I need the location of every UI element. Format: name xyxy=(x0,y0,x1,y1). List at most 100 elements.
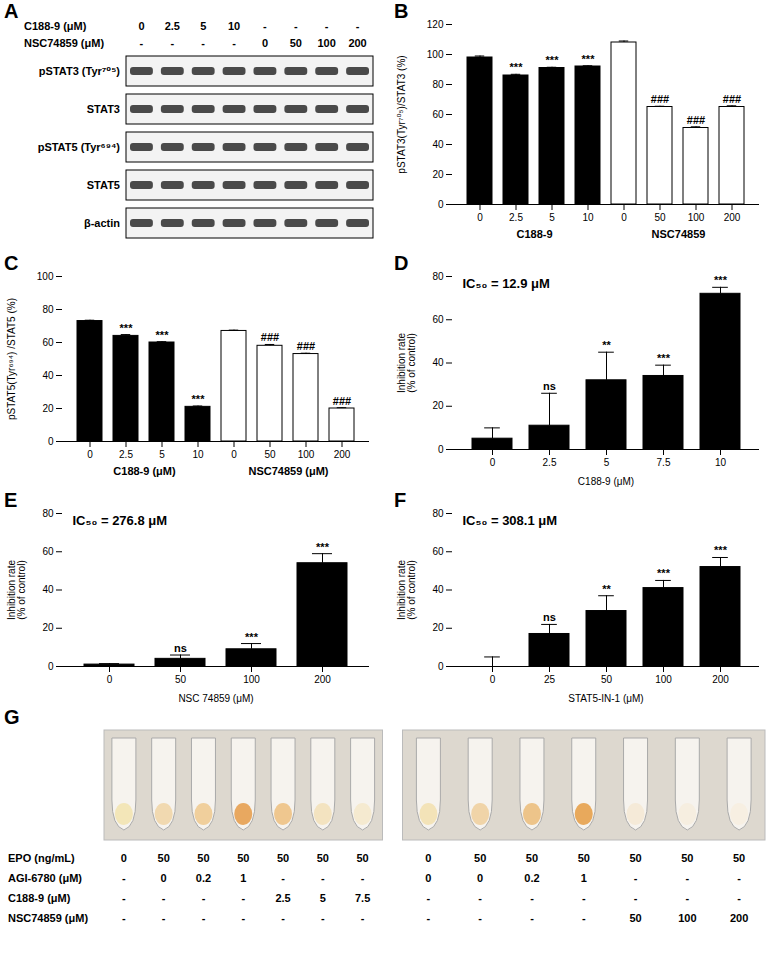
svg-text:0: 0 xyxy=(621,212,627,223)
svg-text:0.2: 0.2 xyxy=(196,872,211,884)
svg-text:0: 0 xyxy=(161,872,167,884)
svg-text:***: *** xyxy=(657,567,671,579)
svg-text:50: 50 xyxy=(237,852,249,864)
svg-text:NSC74859 (μM): NSC74859 (μM) xyxy=(24,37,104,49)
svg-text:0: 0 xyxy=(107,674,113,685)
svg-text:1: 1 xyxy=(240,872,246,884)
svg-text:***: *** xyxy=(120,322,134,334)
svg-text:50: 50 xyxy=(277,852,289,864)
svg-text:50: 50 xyxy=(290,37,302,49)
svg-text:5: 5 xyxy=(159,449,165,460)
svg-text:60: 60 xyxy=(432,546,444,557)
svg-text:5: 5 xyxy=(549,212,555,223)
svg-text:-: - xyxy=(737,892,741,904)
svg-text:80: 80 xyxy=(432,271,444,282)
svg-text:-: - xyxy=(325,20,329,32)
svg-text:STAT5: STAT5 xyxy=(87,179,120,191)
svg-text:10: 10 xyxy=(192,449,204,460)
svg-text:-: - xyxy=(122,872,126,884)
svg-text:50: 50 xyxy=(317,852,329,864)
svg-text:120: 120 xyxy=(427,19,444,30)
svg-text:20: 20 xyxy=(432,169,444,180)
svg-text:100: 100 xyxy=(318,37,336,49)
svg-text:80: 80 xyxy=(432,508,444,519)
svg-text:pSTAT3(Tyr⁷⁰⁵)/STAT3 (%): pSTAT3(Tyr⁷⁰⁵)/STAT3 (%) xyxy=(396,55,407,173)
svg-text:0: 0 xyxy=(262,37,268,49)
svg-text:**: ** xyxy=(602,339,611,351)
svg-text:80: 80 xyxy=(42,304,54,315)
svg-text:-: - xyxy=(162,912,166,924)
svg-text:20: 20 xyxy=(432,622,444,633)
svg-text:0: 0 xyxy=(490,457,496,468)
svg-text:###: ### xyxy=(651,93,669,105)
svg-text:200: 200 xyxy=(724,212,741,223)
svg-text:STAT5-IN-1 (μM): STAT5-IN-1 (μM) xyxy=(568,693,643,704)
svg-text:0: 0 xyxy=(231,449,237,460)
svg-text:0: 0 xyxy=(121,852,127,864)
svg-text:5: 5 xyxy=(604,457,610,468)
svg-text:100: 100 xyxy=(678,912,696,924)
svg-text:50: 50 xyxy=(197,852,209,864)
svg-text:40: 40 xyxy=(432,139,444,150)
svg-text:2.5: 2.5 xyxy=(165,20,180,32)
svg-text:-: - xyxy=(427,892,431,904)
svg-text:2.5: 2.5 xyxy=(275,892,290,904)
svg-text:20: 20 xyxy=(42,622,54,633)
svg-text:40: 40 xyxy=(432,357,444,368)
svg-text:-: - xyxy=(356,20,360,32)
svg-text:NSC74859 (μM): NSC74859 (μM) xyxy=(248,465,328,477)
svg-text:-: - xyxy=(685,892,689,904)
svg-text:-: - xyxy=(202,892,206,904)
svg-text:***: *** xyxy=(582,53,596,65)
svg-text:ns: ns xyxy=(543,611,556,623)
svg-text:Inhibition rate(% of control): Inhibition rate(% of control) xyxy=(396,333,417,393)
svg-text:50: 50 xyxy=(681,852,693,864)
svg-text:60: 60 xyxy=(42,337,54,348)
svg-text:200: 200 xyxy=(334,449,351,460)
svg-text:-: - xyxy=(321,872,325,884)
svg-text:-: - xyxy=(162,892,166,904)
svg-text:-: - xyxy=(140,37,144,49)
svg-text:50: 50 xyxy=(601,674,613,685)
svg-text:50: 50 xyxy=(158,852,170,864)
svg-text:7.5: 7.5 xyxy=(355,892,370,904)
svg-text:NSC74859 (μM): NSC74859 (μM) xyxy=(8,912,88,924)
svg-text:ns: ns xyxy=(174,642,187,654)
svg-text:-: - xyxy=(201,37,205,49)
svg-text:pSTAT5(Tyr⁶⁹⁴) /STAT5 (%): pSTAT5(Tyr⁶⁹⁴) /STAT5 (%) xyxy=(6,298,17,420)
svg-text:###: ### xyxy=(333,395,351,407)
svg-text:-: - xyxy=(263,20,267,32)
svg-text:Inhibition rate(% of control): Inhibition rate(% of control) xyxy=(6,560,27,620)
svg-text:***: *** xyxy=(316,541,330,553)
svg-text:5: 5 xyxy=(320,892,326,904)
svg-text:60: 60 xyxy=(432,314,444,325)
svg-text:C188-9: C188-9 xyxy=(516,228,552,240)
svg-text:-: - xyxy=(241,912,245,924)
svg-text:-: - xyxy=(530,892,534,904)
svg-text:80: 80 xyxy=(42,508,54,519)
svg-text:50: 50 xyxy=(629,912,641,924)
svg-text:-: - xyxy=(361,872,365,884)
svg-text:100: 100 xyxy=(37,271,54,282)
svg-text:100: 100 xyxy=(688,212,705,223)
svg-text:C188-9 (μM): C188-9 (μM) xyxy=(24,20,87,32)
svg-text:ns: ns xyxy=(543,380,556,392)
svg-text:60: 60 xyxy=(432,109,444,120)
svg-text:EPO (ng/mL): EPO (ng/mL) xyxy=(8,852,75,864)
svg-text:###: ### xyxy=(687,114,705,126)
svg-text:C188-9 (μM): C188-9 (μM) xyxy=(578,476,634,487)
svg-text:200: 200 xyxy=(314,674,331,685)
svg-text:50: 50 xyxy=(578,852,590,864)
svg-text:-: - xyxy=(281,912,285,924)
svg-text:50: 50 xyxy=(356,852,368,864)
svg-text:NSC 74859 (μM): NSC 74859 (μM) xyxy=(178,693,253,704)
svg-text:***: *** xyxy=(714,544,728,556)
svg-text:5: 5 xyxy=(200,20,206,32)
svg-text:-: - xyxy=(170,37,174,49)
svg-text:IC₅₀ = 308.1 μM: IC₅₀ = 308.1 μM xyxy=(463,513,558,528)
svg-text:***: *** xyxy=(192,393,206,405)
svg-text:-: - xyxy=(582,912,586,924)
svg-text:IC₅₀ = 12.9 μM: IC₅₀ = 12.9 μM xyxy=(463,276,550,291)
svg-text:0: 0 xyxy=(490,674,496,685)
svg-text:100: 100 xyxy=(427,49,444,60)
